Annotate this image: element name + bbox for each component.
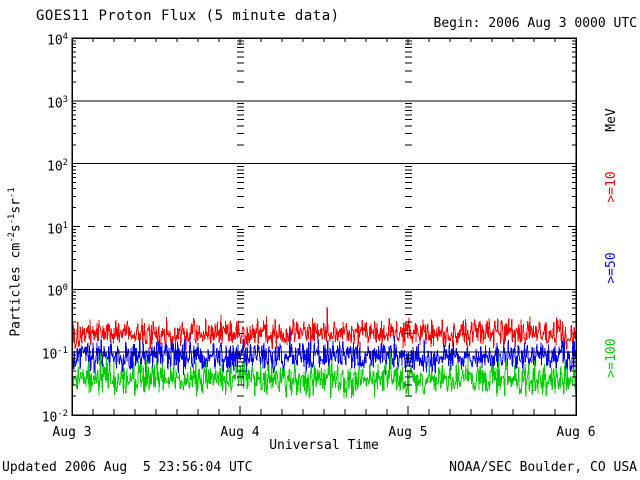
- y-tick-label: 10-1: [41, 346, 68, 363]
- y-tick-label: 10-2: [41, 409, 68, 426]
- flux-traces: [71, 306, 577, 399]
- y-axis-label: Particles cm-2s-1sr-1: [7, 187, 24, 337]
- y-tick-label: 103: [47, 94, 68, 112]
- x-tick-label: Aug 3: [52, 425, 92, 440]
- trace->=50: [71, 332, 577, 375]
- x-axis-label: Universal Time: [269, 438, 379, 453]
- axis-ticks: [72, 37, 576, 416]
- y-tick-label: 100: [47, 283, 68, 300]
- y-tick-label: 101: [47, 220, 68, 237]
- x-tick-label: Aug 6: [556, 425, 596, 440]
- trace->=10: [71, 306, 577, 351]
- legend-label-ge10: >=10: [604, 171, 619, 203]
- x-tick-label: Aug 5: [388, 425, 428, 440]
- footer-updated-timestamp: Updated 2006 Aug 5 23:56:04 UTC: [2, 460, 253, 475]
- legend-label-ge50: >=50: [604, 252, 619, 284]
- day-boundary-tick-columns: [237, 40, 412, 397]
- footer-source-credit: NOAA/SEC Boulder, CO USA: [449, 460, 637, 475]
- y-tick-label: 104: [47, 32, 68, 49]
- x-tick-label: Aug 4: [220, 425, 260, 440]
- y-tick-label: 102: [47, 157, 68, 174]
- legend-label-ge100: >=100: [604, 338, 619, 378]
- begin-time-label: Begin: 2006 Aug 3 0000 UTC: [433, 16, 638, 31]
- grid-lines: [72, 100, 576, 353]
- trace->=100: [71, 351, 577, 399]
- chart-title: GOES11 Proton Flux (5 minute data): [36, 8, 340, 24]
